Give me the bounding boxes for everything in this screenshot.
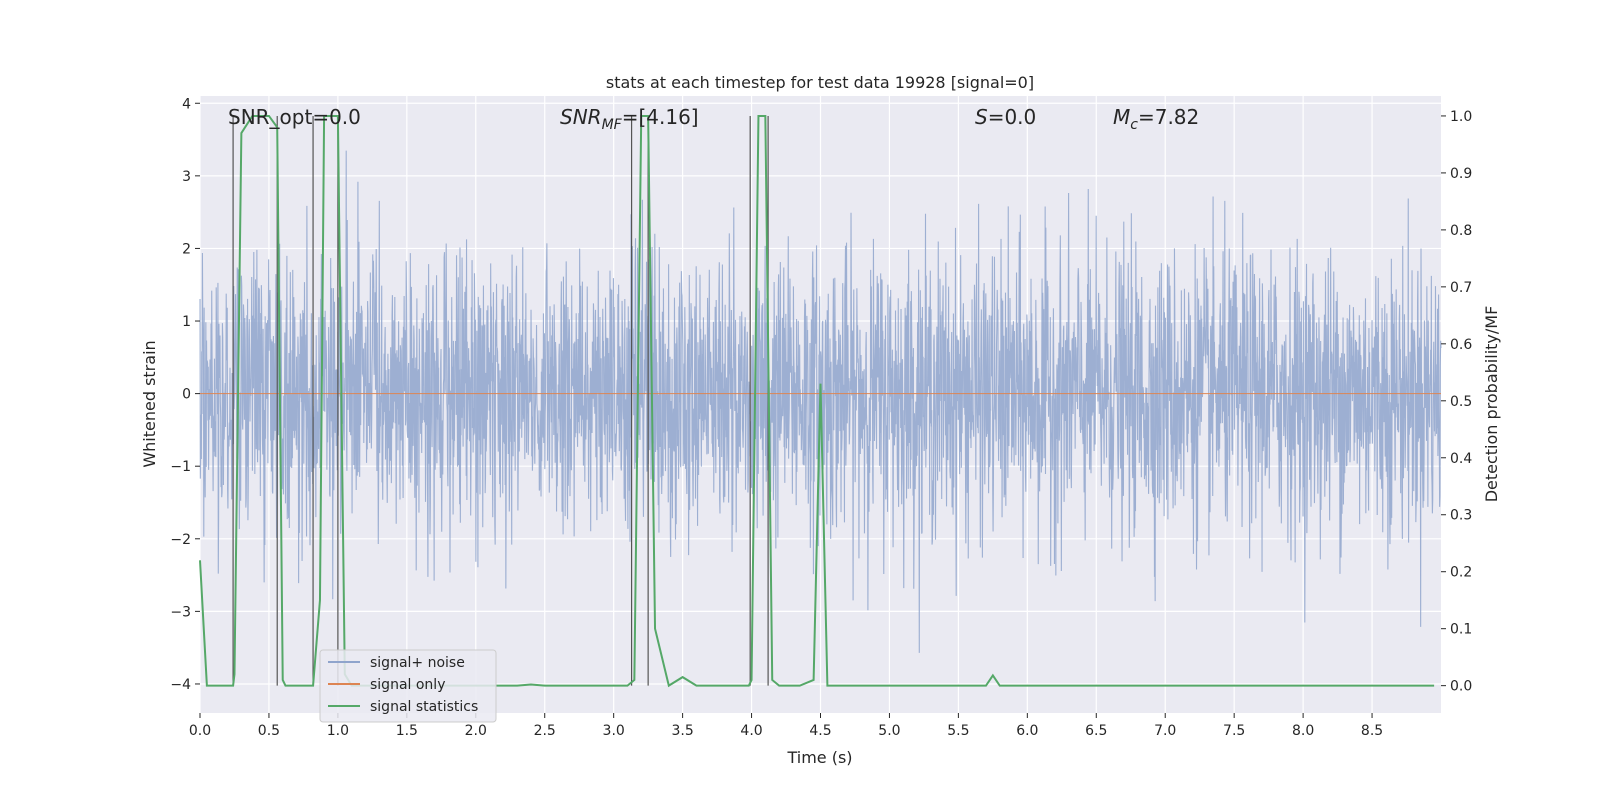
y-tick-label-left: 0 <box>182 387 191 403</box>
y-ticks-left: 4 3 2 1 0 −1 −2 −3 −4 <box>170 96 200 693</box>
x-axis-label: Time (s) <box>786 748 852 767</box>
x-tick-label: 2.5 <box>534 723 556 739</box>
snr-mf-value: =[4.16] <box>622 105 699 129</box>
x-tick-label: 3.5 <box>671 723 693 739</box>
x-tick-label: 2.0 <box>465 723 487 739</box>
y-tick-label-right: 0.9 <box>1450 166 1472 182</box>
signal-plus-noise-series <box>199 150 1442 653</box>
y-tick-label-right: 0.4 <box>1450 451 1472 467</box>
s-label: S <box>975 105 988 129</box>
y-tick-label-right: 0.7 <box>1450 280 1472 296</box>
y-tick-label-left: −1 <box>170 459 191 475</box>
snr-mf-sub: MF <box>602 117 623 133</box>
y-tick-label-right: 0.8 <box>1450 223 1472 239</box>
y-tick-label-right: 0.5 <box>1450 394 1472 410</box>
snr-mf-base: SNR <box>560 105 602 129</box>
mc-base: M <box>1113 105 1130 129</box>
annotation-s: S=0.0 <box>975 105 1036 129</box>
legend-label-statistics: signal statistics <box>370 699 478 715</box>
y-axis-label-right: Detection probability/MF <box>1482 306 1501 503</box>
y-tick-label-right: 0.2 <box>1450 565 1472 581</box>
x-tick-label: 8.0 <box>1292 723 1314 739</box>
x-tick-label: 3.0 <box>603 723 625 739</box>
y-tick-label-left: −4 <box>170 677 191 693</box>
x-tick-label: 5.5 <box>947 723 969 739</box>
x-tick-label: 0.5 <box>258 723 280 739</box>
mc-value: =7.82 <box>1138 105 1199 129</box>
x-tick-label: 4.0 <box>740 723 762 739</box>
legend-label-signal-only: signal only <box>370 677 445 693</box>
x-tick-label: 7.0 <box>1154 723 1176 739</box>
x-tick-label: 7.5 <box>1223 723 1245 739</box>
x-tick-label: 6.0 <box>1016 723 1038 739</box>
signal-statistics-series <box>199 114 1435 688</box>
legend-box <box>319 649 497 723</box>
y-ticks-right: 1.0 0.9 0.8 0.7 0.6 0.5 0.4 0.3 0.2 0.1 0.0 <box>1441 109 1472 695</box>
annotation-snr-mf: SNRMF=[4.16] <box>560 105 699 133</box>
mc-sub: c <box>1130 117 1138 133</box>
x-tick-label: 0.0 <box>189 723 211 739</box>
x-tick-label: 4.5 <box>809 723 831 739</box>
x-tick-label: 1.5 <box>396 723 418 739</box>
legend-label-noise: signal+ noise <box>370 655 465 671</box>
x-tick-label: 6.5 <box>1085 723 1107 739</box>
x-tick-label: 8.5 <box>1361 723 1383 739</box>
chart-title: stats at each timestep for test data 199… <box>606 73 1034 92</box>
y-tick-label-right: 1.0 <box>1450 109 1472 125</box>
x-tick-label: 5.0 <box>878 723 900 739</box>
annotation-mc: Mc=7.82 <box>1113 105 1199 133</box>
y-tick-label-left: −2 <box>170 532 191 548</box>
x-tick-label: 1.0 <box>327 723 349 739</box>
s-value: =0.0 <box>988 105 1037 129</box>
x-ticks: 0.0 0.5 1.0 1.5 2.0 2.5 3.0 3.5 4.0 4.5 5.0 5.5 6.0 6… <box>189 713 1383 739</box>
y-tick-label-left: 2 <box>182 241 191 257</box>
legend: signal+ noise signal only signal statist… <box>319 649 497 723</box>
y-tick-label-left: 1 <box>182 314 191 330</box>
y-tick-label-right: 0.1 <box>1450 622 1472 638</box>
y-tick-label-left: 3 <box>182 169 191 185</box>
annotation-snr-opt: SNR_opt=0.0 <box>228 105 361 129</box>
y-tick-label-left: −3 <box>170 604 191 620</box>
y-tick-label-right: 0.0 <box>1450 679 1472 695</box>
y-tick-label-right: 0.3 <box>1450 508 1472 524</box>
y-tick-label-left: 4 <box>182 96 191 112</box>
y-axis-label-left: Whitened strain <box>140 340 159 467</box>
signal-plus-noise-line <box>199 150 1442 653</box>
y-tick-label-right: 0.6 <box>1450 337 1472 353</box>
